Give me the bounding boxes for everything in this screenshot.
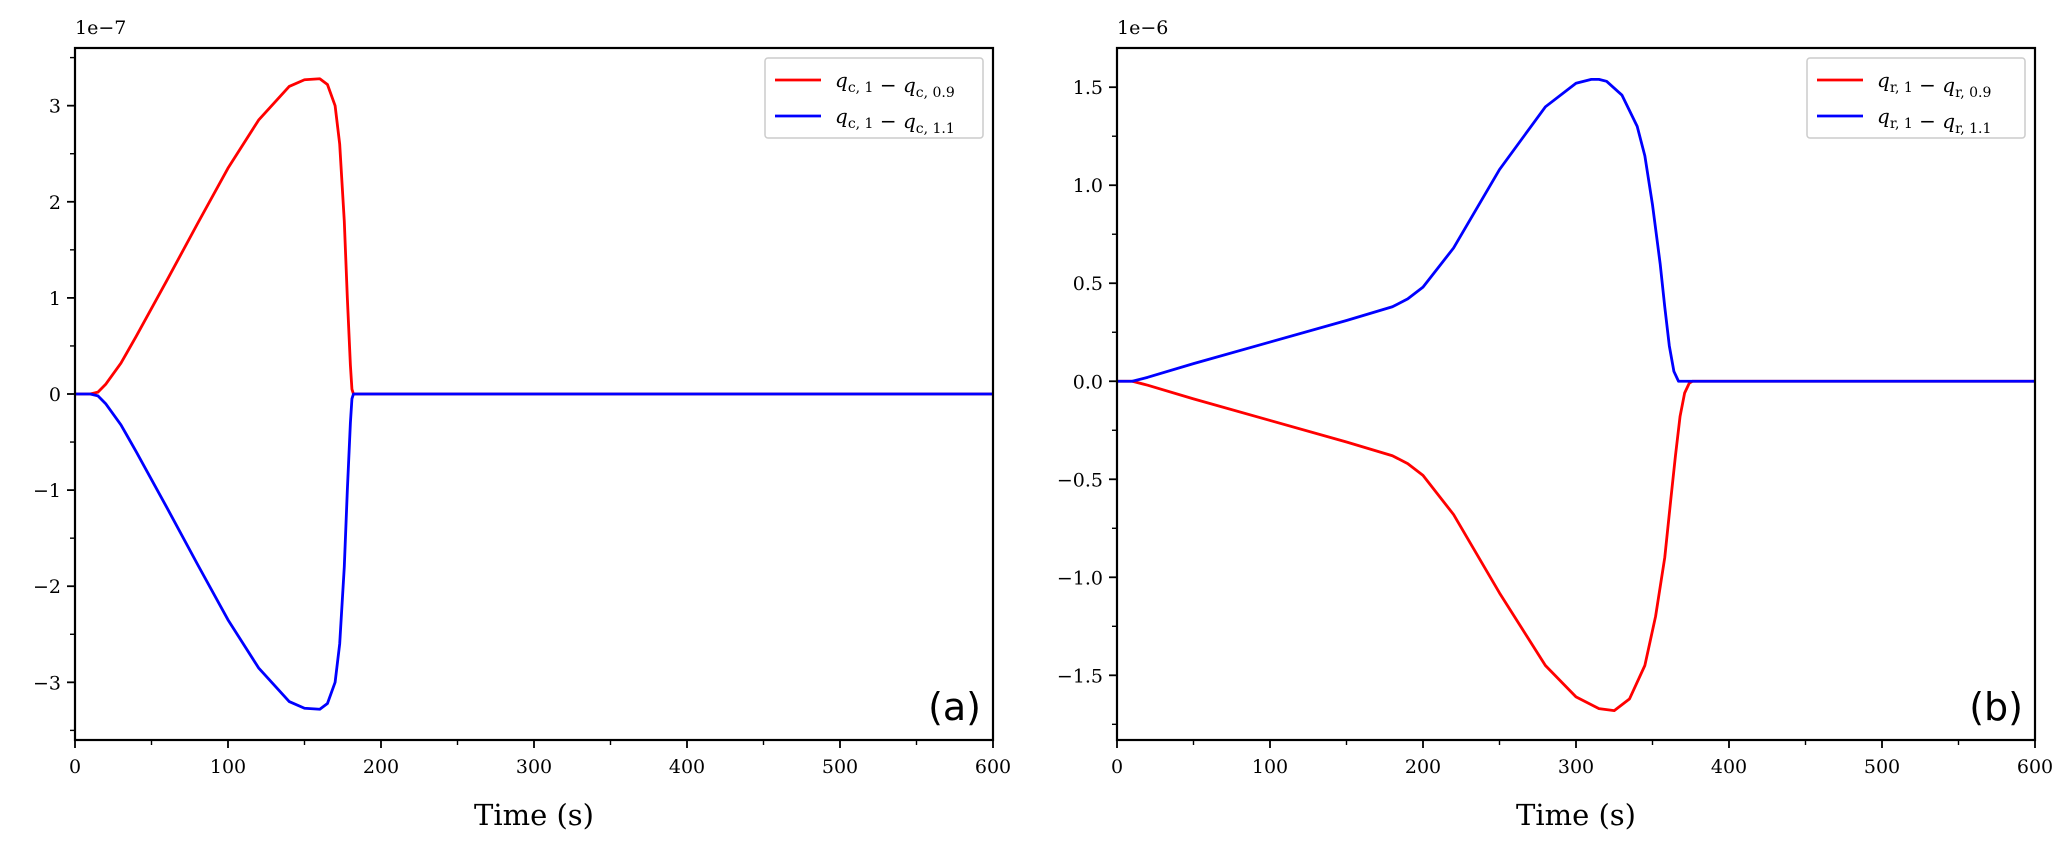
y-tick-label: −0.5 bbox=[1057, 469, 1103, 491]
legend-label: qc, 1 − qc, 1.1 bbox=[835, 104, 955, 137]
y-tick-label: 1 bbox=[49, 288, 61, 310]
series-line-1 bbox=[1117, 379, 2035, 712]
x-tick-label: 0 bbox=[69, 756, 81, 778]
x-tick-label: 100 bbox=[210, 756, 246, 778]
y-tick-label: 1.5 bbox=[1073, 77, 1103, 99]
y-tick-label: 0.5 bbox=[1073, 273, 1103, 295]
y-tick-label: −1.0 bbox=[1057, 567, 1103, 589]
y-tick-label: 0.0 bbox=[1073, 371, 1103, 393]
x-tick-label: 600 bbox=[975, 756, 1011, 778]
plot-frame bbox=[1115, 46, 2037, 742]
x-axis-label: Time (s) bbox=[1516, 798, 1636, 832]
x-axis-label: Time (s) bbox=[474, 798, 594, 832]
legend: qr, 1 − qr, 0.9qr, 1 − qr, 1.1 bbox=[1806, 57, 2026, 139]
y-tick-label: −1.5 bbox=[1057, 665, 1103, 687]
legend-box bbox=[1806, 57, 2026, 139]
y-offset-label: 1e−7 bbox=[75, 17, 126, 39]
y-tick-label: 1.0 bbox=[1073, 175, 1103, 197]
x-tick-label: 300 bbox=[1558, 756, 1594, 778]
x-tick-label: 0 bbox=[1111, 756, 1123, 778]
x-tick-label: 500 bbox=[1864, 756, 1900, 778]
x-tick-label: 400 bbox=[1711, 756, 1747, 778]
legend-label: qr, 1 − qr, 1.1 bbox=[1877, 104, 1991, 137]
panel-label: (a) bbox=[928, 685, 981, 729]
x-tick-label: 300 bbox=[516, 756, 552, 778]
y-tick-label: 0 bbox=[49, 384, 61, 406]
legend-item: qr, 1 − qr, 0.9 bbox=[1817, 68, 1991, 101]
legend-label: qr, 1 − qr, 0.9 bbox=[1877, 68, 1991, 101]
legend-box bbox=[764, 57, 984, 139]
panel-a: 0 100 200 300 400 500 600 −3 −2 −1 0 1 2 3 1e−7 Time (s… bbox=[33, 17, 1011, 832]
y-tick-label: −3 bbox=[33, 672, 61, 694]
x-tick-label: 400 bbox=[669, 756, 705, 778]
y-offset-label: 1e−6 bbox=[1117, 17, 1168, 39]
x-tick-label: 200 bbox=[1405, 756, 1441, 778]
y-tick-label: −2 bbox=[33, 576, 61, 598]
y-tick-label: 2 bbox=[49, 192, 61, 214]
x-tick-label: 500 bbox=[822, 756, 858, 778]
series-line-2 bbox=[75, 392, 993, 711]
legend: qc, 1 − qc, 0.9qc, 1 − qc, 1.1 bbox=[764, 57, 984, 139]
panel-label: (b) bbox=[1969, 685, 2023, 729]
legend-item: qc, 1 − qc, 0.9 bbox=[775, 68, 955, 101]
legend-item: qr, 1 − qr, 1.1 bbox=[1817, 104, 1991, 137]
y-tick-label: −1 bbox=[33, 480, 61, 502]
x-tick-label: 600 bbox=[2017, 756, 2053, 778]
legend-item: qc, 1 − qc, 1.1 bbox=[775, 104, 955, 137]
legend-label: qc, 1 − qc, 0.9 bbox=[835, 68, 955, 101]
y-tick-label: 3 bbox=[49, 96, 61, 118]
x-tick-label: 200 bbox=[363, 756, 399, 778]
panel-b: 0 100 200 300 400 500 600 −1.5 −1.0 −0.5 0.0 0.5 1.0… bbox=[1057, 17, 2053, 832]
series-line-2 bbox=[1117, 77, 2035, 383]
x-tick-label: 100 bbox=[1252, 756, 1288, 778]
